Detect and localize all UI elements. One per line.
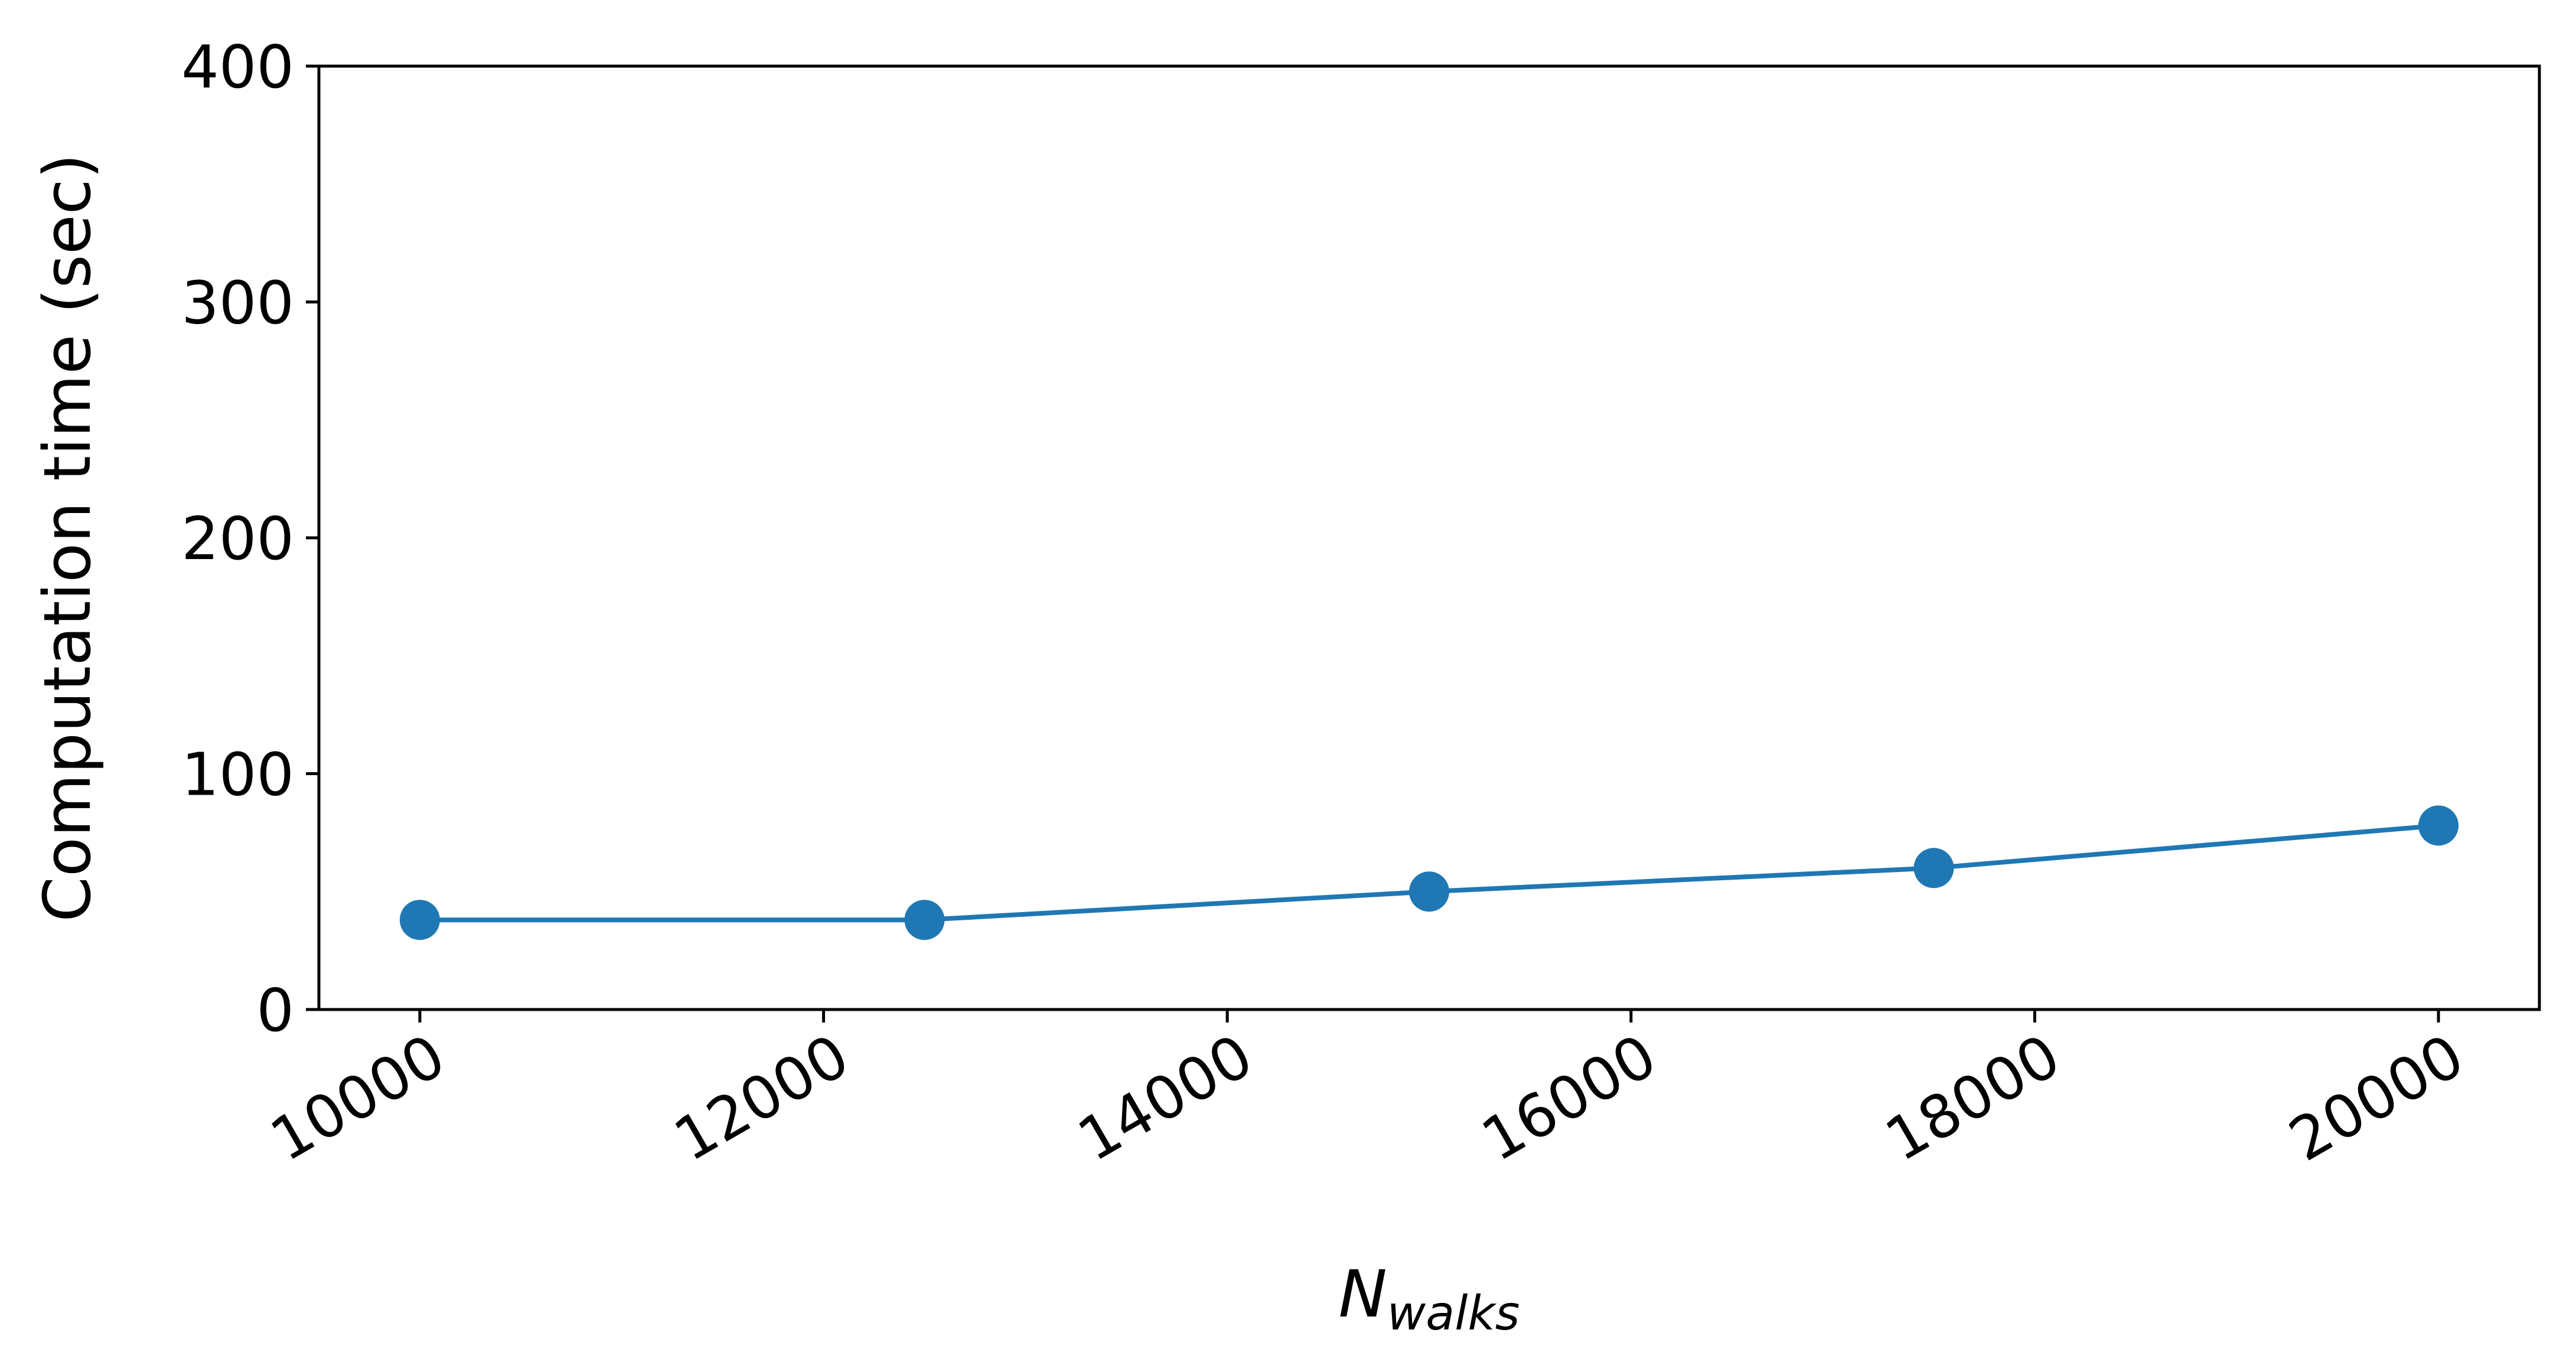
- data-point: [1409, 871, 1449, 912]
- y-tick-label: 100: [181, 740, 294, 809]
- data-point: [904, 900, 945, 940]
- x-axis-label: Nwalks: [1339, 1256, 1520, 1341]
- y-axis-label: Computation time (sec): [30, 153, 105, 922]
- x-axis-label-main: N: [1339, 1256, 1387, 1332]
- plot-frame: [317, 64, 2541, 1011]
- y-axis-ticks: 0 100 200 300 400: [181, 32, 319, 1045]
- x-axis-ticks: 10000 12000 14000 16000 18000 20000: [259, 1010, 2475, 1175]
- x-tick-label: 12000: [663, 1021, 860, 1174]
- data-point: [1913, 848, 1954, 888]
- y-tick-label: 300: [181, 269, 294, 338]
- data-point: [399, 900, 440, 940]
- x-tick-label: 14000: [1067, 1021, 1264, 1174]
- data-point: [2418, 805, 2459, 846]
- x-tick-label: 16000: [1470, 1021, 1668, 1174]
- y-tick-label: 200: [181, 504, 294, 573]
- y-tick-label: 400: [181, 32, 294, 102]
- x-tick-label: 20000: [2278, 1021, 2475, 1174]
- x-axis-label-subscript: walks: [1387, 1286, 1520, 1341]
- y-tick-label: 0: [256, 976, 294, 1045]
- series-layer: [399, 805, 2459, 940]
- plot-background: [319, 66, 2539, 1010]
- x-tick-label: 18000: [1874, 1021, 2071, 1174]
